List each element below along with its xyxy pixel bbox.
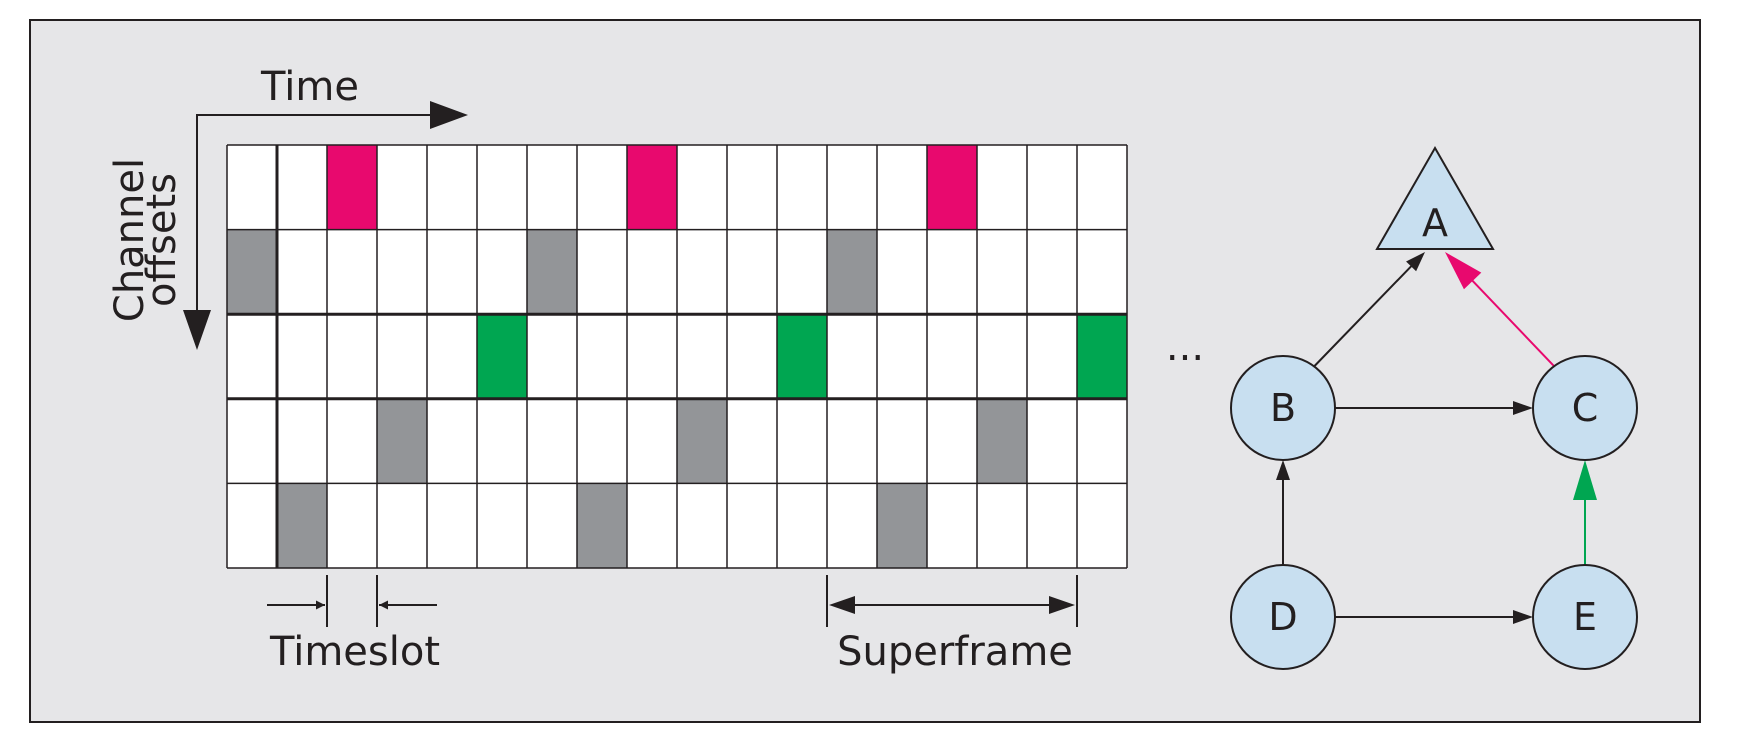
arrowhead-B-C — [1513, 401, 1533, 415]
channel-offsets-label: Channel offsets — [107, 158, 185, 322]
scheduled-cell-pink — [627, 145, 677, 230]
time-arrowhead — [430, 101, 468, 129]
edge-C-A — [1470, 278, 1555, 367]
superframe-dimension: Superframe — [826, 575, 1078, 675]
scheduled-cell-pink — [927, 145, 977, 230]
arrowhead-B-A — [1406, 252, 1425, 272]
time-axis-line — [196, 114, 430, 330]
scheduled-cell-gray — [227, 229, 277, 315]
scheduled-cell-gray — [277, 483, 327, 568]
superframe-arrowhead-left — [829, 596, 855, 614]
node-B-circle — [1230, 355, 1336, 461]
scheduled-cell-gray — [877, 483, 927, 568]
scheduled-cell-green — [777, 314, 827, 399]
scheduled-cell-gray — [827, 229, 877, 315]
time-axis: Time — [183, 64, 468, 350]
node-A-label: A — [1422, 201, 1448, 245]
superframe-arrowhead-right — [1049, 596, 1075, 614]
arrowhead-D-B — [1276, 460, 1290, 480]
network-graph: A B C D E — [1230, 145, 1638, 670]
edge-B-A — [1313, 264, 1414, 368]
node-C-label: C — [1572, 386, 1599, 430]
channel-offsets-line1: Channel — [107, 158, 153, 322]
node-D-label: D — [1268, 595, 1297, 639]
node-C-circle — [1532, 355, 1638, 461]
scheduled-cell-gray — [977, 398, 1027, 484]
channel-arrowhead — [183, 310, 211, 350]
superframe-label: Superframe — [837, 629, 1073, 675]
scheduled-cell-gray — [577, 483, 627, 568]
node-E-label: E — [1573, 595, 1597, 639]
arrowhead-D-E — [1513, 610, 1533, 624]
scheduled-cell-gray — [527, 229, 577, 315]
scheduled-cell-gray — [677, 398, 727, 484]
timeslot-label: Timeslot — [269, 629, 440, 675]
arrowhead-E-C — [1573, 460, 1597, 500]
time-label: Time — [260, 64, 359, 110]
scheduled-cell-pink — [327, 145, 377, 230]
node-E-circle — [1532, 564, 1638, 670]
scheduled-cell-green — [1077, 314, 1127, 399]
node-B-label: B — [1270, 386, 1296, 430]
node-A-triangle — [1375, 145, 1495, 250]
node-D-circle — [1230, 564, 1336, 670]
timeslot-dimension: Timeslot — [267, 575, 440, 675]
ellipsis: ... — [1166, 324, 1204, 370]
channel-offsets-line2: offsets — [139, 173, 185, 307]
arrowhead-C-A — [1445, 252, 1482, 290]
schedule-grid — [226, 144, 1128, 569]
scheduled-cell-green — [477, 314, 527, 399]
scheduled-cell-gray — [377, 398, 427, 484]
